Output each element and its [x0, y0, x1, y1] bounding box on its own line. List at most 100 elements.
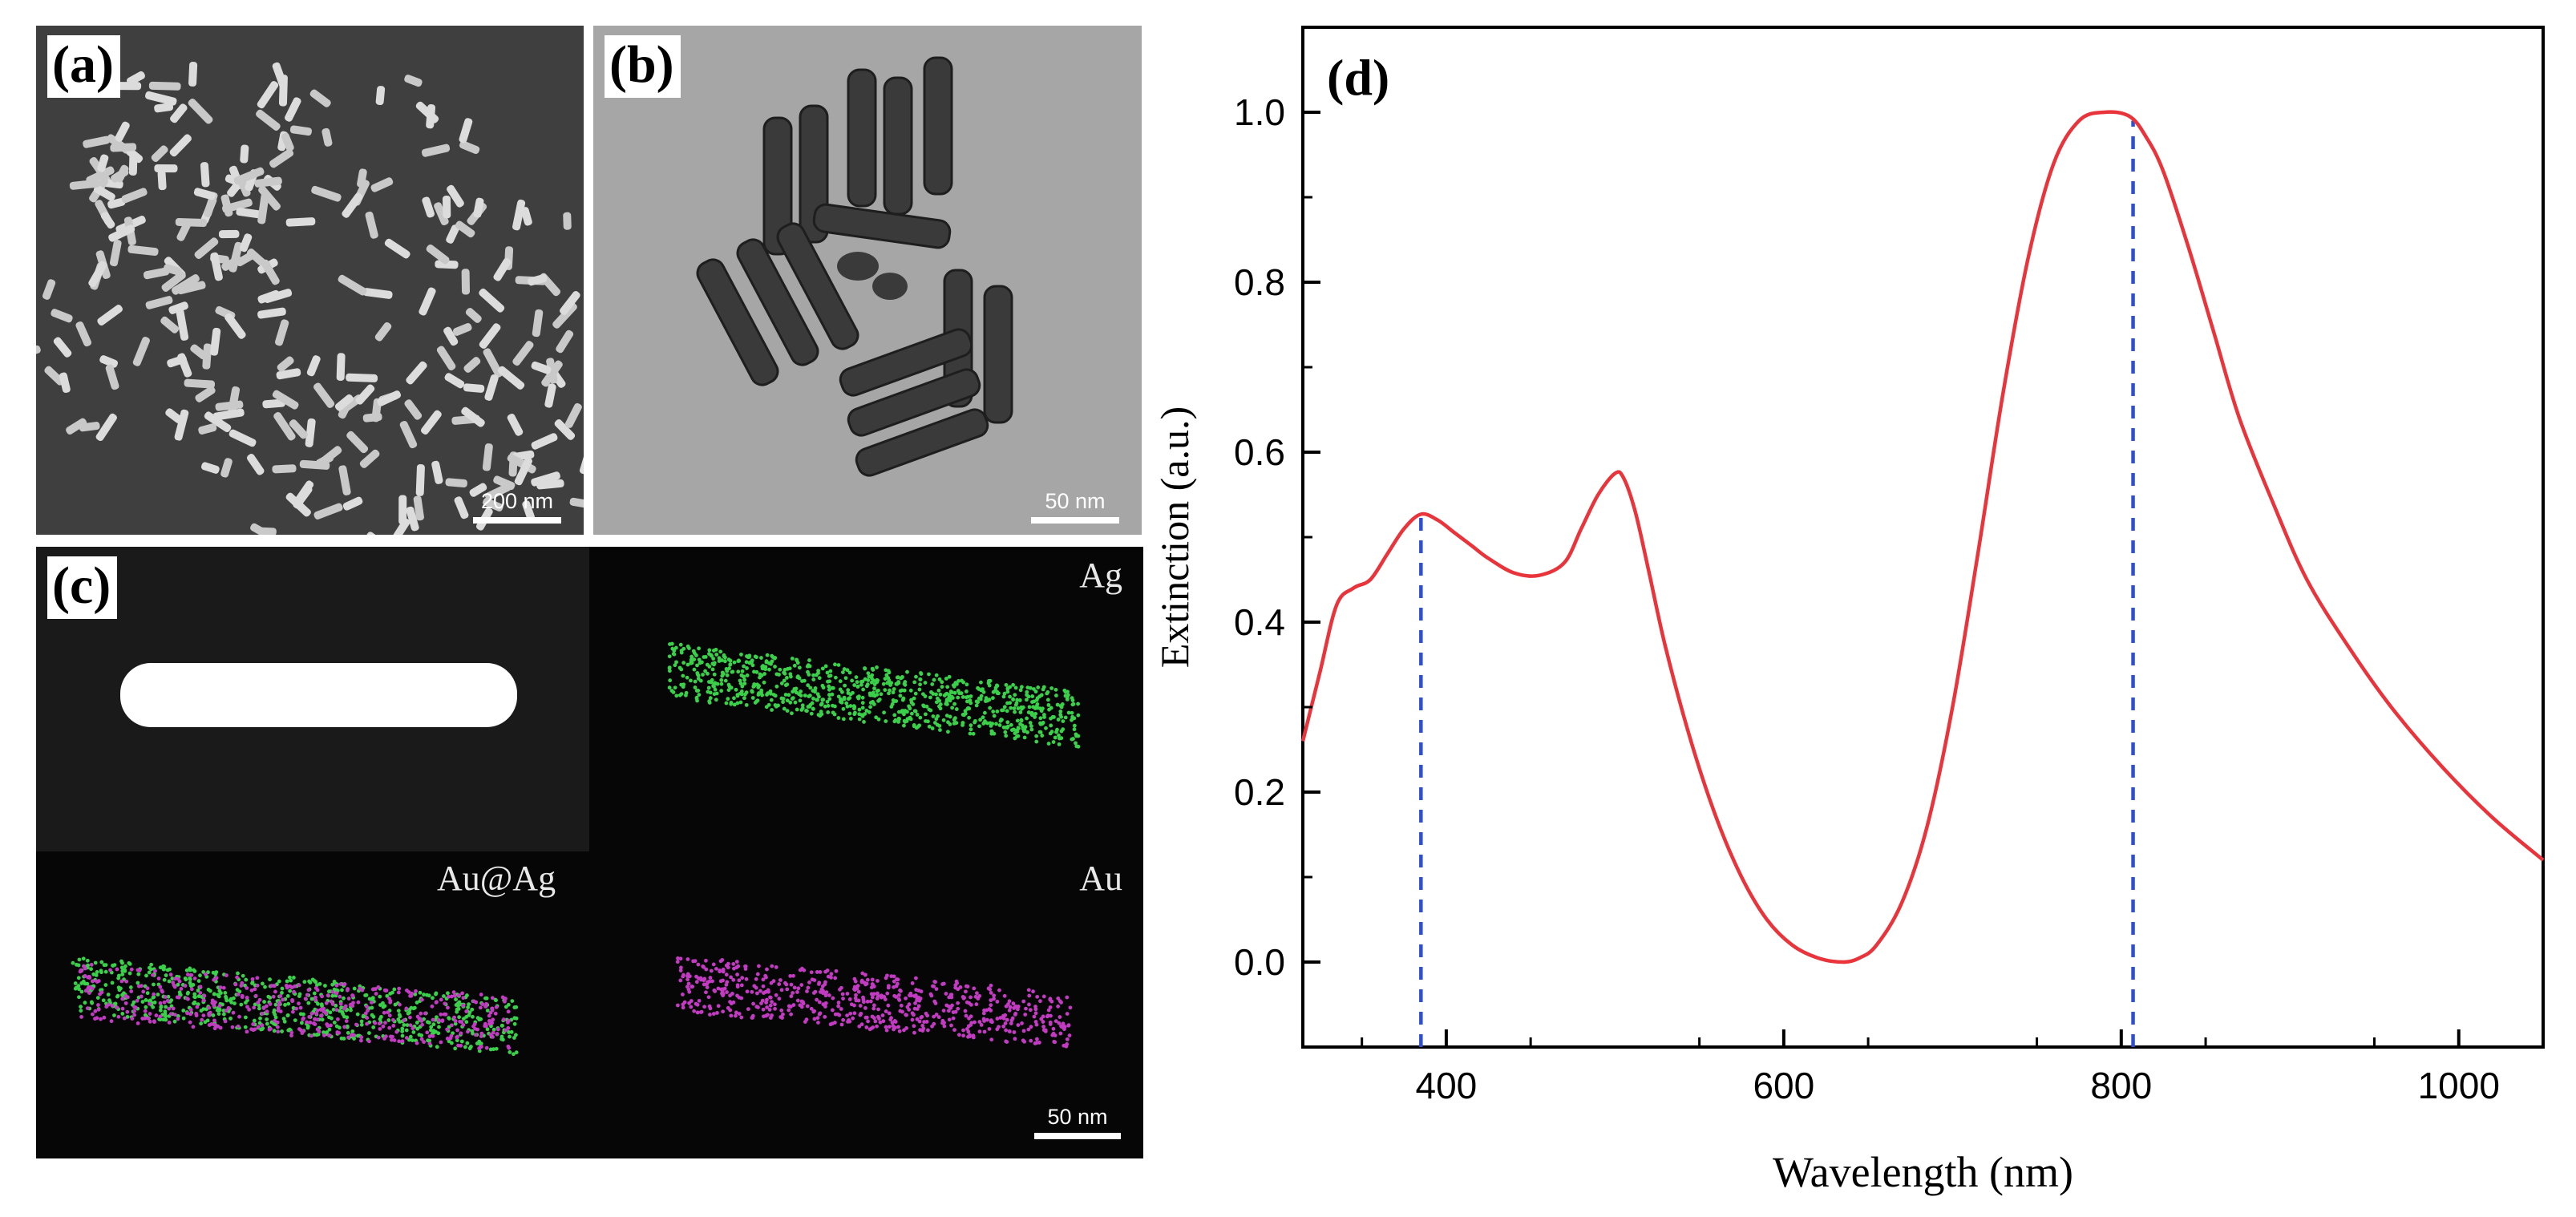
map-dot [1004, 734, 1009, 738]
map-dot [838, 679, 843, 684]
map-dot [984, 696, 989, 701]
map-dot [354, 1022, 358, 1027]
map-dot [964, 682, 969, 687]
map-dot [734, 960, 739, 964]
map-dot [79, 1009, 83, 1013]
map-dot [90, 1001, 95, 1005]
map-dot [218, 1025, 223, 1030]
map-dot [79, 1005, 83, 1009]
map-dot [1048, 1020, 1053, 1025]
map-dot [119, 965, 124, 970]
map-dot [679, 965, 683, 970]
map-dot [704, 958, 708, 963]
map-dot [93, 1009, 98, 1013]
map-dot [692, 1009, 697, 1013]
sem-rod [445, 478, 467, 487]
map-dot [99, 960, 104, 964]
map-dot [391, 1024, 396, 1028]
map-dot [864, 708, 869, 713]
map-dot [971, 731, 976, 736]
map-dot [762, 1014, 766, 1019]
map-dot [1066, 1023, 1071, 1028]
map-dot [862, 720, 866, 724]
map-dot [1063, 689, 1068, 694]
map-dot [706, 689, 710, 694]
sem-rod [426, 104, 436, 129]
map-dot [442, 1012, 447, 1017]
map-dot [833, 1012, 838, 1017]
sem-rod [254, 176, 282, 188]
map-dot [936, 688, 941, 693]
sem-rod [421, 410, 442, 435]
map-dot [789, 994, 794, 999]
map-dot [260, 1012, 265, 1016]
map-dot [956, 678, 960, 683]
map-dot [110, 980, 115, 985]
sem-rod [176, 281, 206, 295]
map-dot [843, 676, 848, 681]
map-dot [386, 1010, 390, 1015]
map-dot [920, 1023, 925, 1028]
map-dot [934, 987, 939, 991]
map-dot [1033, 1011, 1038, 1016]
map-dot [490, 1006, 495, 1011]
map-dot [216, 994, 221, 999]
sem-rod [579, 445, 584, 475]
map-dot [501, 1017, 506, 1022]
map-dot [711, 657, 716, 661]
map-dot [1067, 1033, 1072, 1037]
sem-rod [531, 361, 552, 374]
map-dot [787, 1004, 791, 1009]
map-dot [223, 1019, 228, 1024]
map-dot [120, 1006, 125, 1011]
map-dot [140, 1017, 145, 1021]
map-dot [1030, 700, 1034, 704]
map-dot [427, 1034, 432, 1039]
map-dot [280, 990, 284, 995]
map-dot [1015, 718, 1020, 723]
map-dot [252, 1005, 257, 1010]
map-dot [742, 677, 746, 682]
map-dot [289, 1033, 293, 1038]
map-dot [1030, 694, 1035, 698]
map-dot [463, 1045, 467, 1049]
map-dot [894, 681, 899, 686]
sem-rod [168, 301, 188, 314]
map-dot [1076, 744, 1081, 749]
map-dot [841, 997, 845, 1001]
map-dot [390, 1017, 395, 1022]
map-dot [809, 970, 814, 975]
map-dot [787, 1008, 791, 1013]
map-dot [269, 984, 274, 989]
map-dot [989, 983, 993, 988]
map-dot [869, 1026, 874, 1031]
map-dot [330, 1016, 334, 1021]
sem-rod [342, 192, 363, 218]
map-dot [755, 991, 759, 996]
map-dot [723, 659, 727, 664]
map-dot [459, 1043, 463, 1048]
map-dot [1017, 698, 1022, 702]
map-dot [1033, 1041, 1037, 1045]
map-dot [826, 679, 830, 684]
sem-rod [338, 274, 367, 296]
map-dot [1013, 710, 1017, 714]
sem-rod [269, 148, 294, 168]
map-dot [754, 976, 758, 981]
map-dot [290, 998, 294, 1002]
map-dot [877, 697, 882, 701]
sem-rod [493, 257, 512, 281]
map-dot [192, 976, 197, 980]
map-dot [474, 1000, 479, 1005]
panel-b-label: (b) [605, 35, 681, 98]
y-axis-ticks: 0.00.20.40.60.81.0 [1234, 26, 1320, 1049]
map-dot [912, 1030, 916, 1035]
map-dot [240, 995, 245, 1000]
map-dot [863, 972, 867, 977]
map-dot [952, 718, 956, 722]
map-dot [974, 703, 979, 708]
map-dot [944, 692, 948, 697]
map-dot [887, 1025, 892, 1029]
map-dot [365, 1016, 370, 1020]
map-dot [969, 723, 973, 728]
